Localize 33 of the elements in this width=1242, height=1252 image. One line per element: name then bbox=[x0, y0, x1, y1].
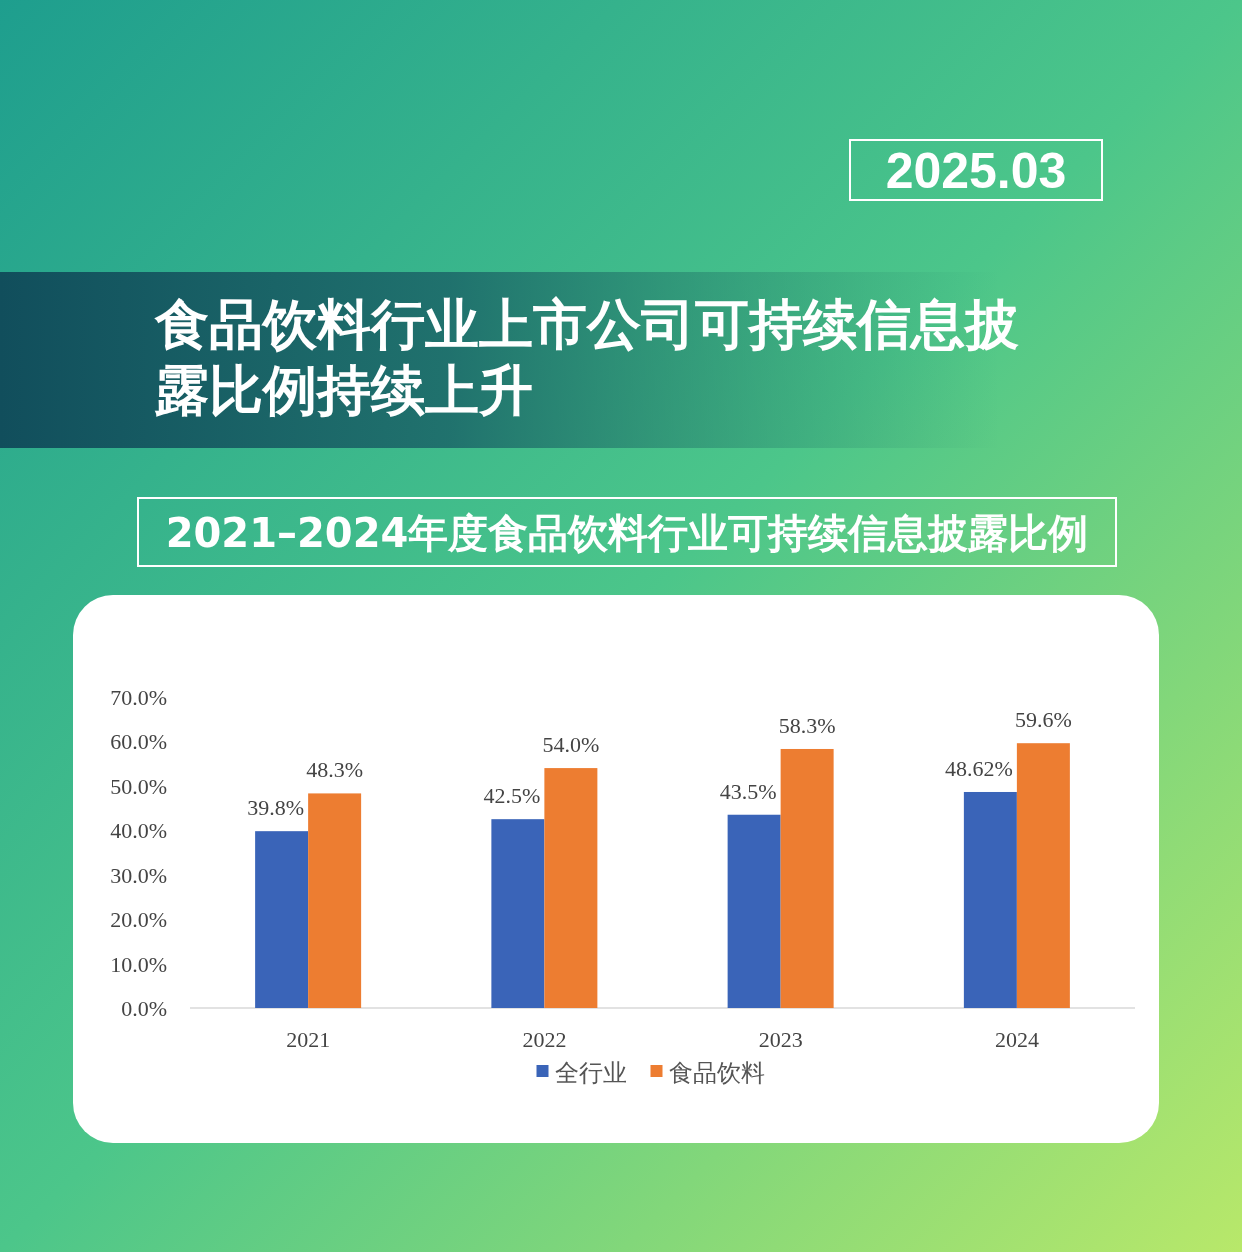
y-tick-label: 70.0% bbox=[110, 685, 167, 710]
y-tick-label: 0.0% bbox=[121, 996, 167, 1021]
y-tick-label: 40.0% bbox=[110, 818, 167, 844]
data-label: 54.0% bbox=[542, 732, 600, 758]
legend-label: 食品饮料 bbox=[668, 1060, 765, 1086]
data-label: 48.3% bbox=[306, 757, 364, 783]
data-label: 42.5% bbox=[483, 783, 541, 809]
chart-subtitle: 2021–2024年度食品饮料行业可持续信息披露比例 bbox=[165, 510, 1089, 556]
data-label: 39.8% bbox=[247, 795, 305, 821]
data-label: 58.3% bbox=[778, 712, 836, 738]
x-tick-label: 2022 bbox=[522, 1027, 567, 1052]
bar bbox=[727, 814, 781, 1008]
x-tick-label: 2021 bbox=[286, 1027, 331, 1052]
y-tick-label: 50.0% bbox=[110, 773, 167, 799]
title: 食品饮料行业上市公司可持续信息披露比例持续上升 bbox=[155, 292, 1020, 424]
x-tick-label: 2023 bbox=[758, 1027, 803, 1052]
bar bbox=[780, 748, 834, 1008]
bar bbox=[963, 791, 1017, 1008]
bar bbox=[308, 793, 362, 1008]
bar bbox=[1016, 743, 1070, 1008]
y-tick-label: 60.0% bbox=[110, 729, 167, 755]
text: 2025.03 bbox=[885, 143, 1067, 199]
bar bbox=[544, 768, 598, 1008]
bar bbox=[255, 831, 309, 1008]
x-tick-label: 2024 bbox=[994, 1027, 1039, 1052]
data-label: 43.5% bbox=[719, 778, 777, 804]
data-label: 59.6% bbox=[1014, 707, 1072, 733]
data-label: 48.62% bbox=[945, 755, 1013, 781]
y-tick-label: 10.0% bbox=[110, 951, 167, 977]
bar bbox=[491, 819, 545, 1008]
y-tick-label: 20.0% bbox=[110, 907, 167, 933]
y-tick-label: 30.0% bbox=[110, 862, 167, 888]
legend-label: 全行业 bbox=[554, 1060, 627, 1086]
